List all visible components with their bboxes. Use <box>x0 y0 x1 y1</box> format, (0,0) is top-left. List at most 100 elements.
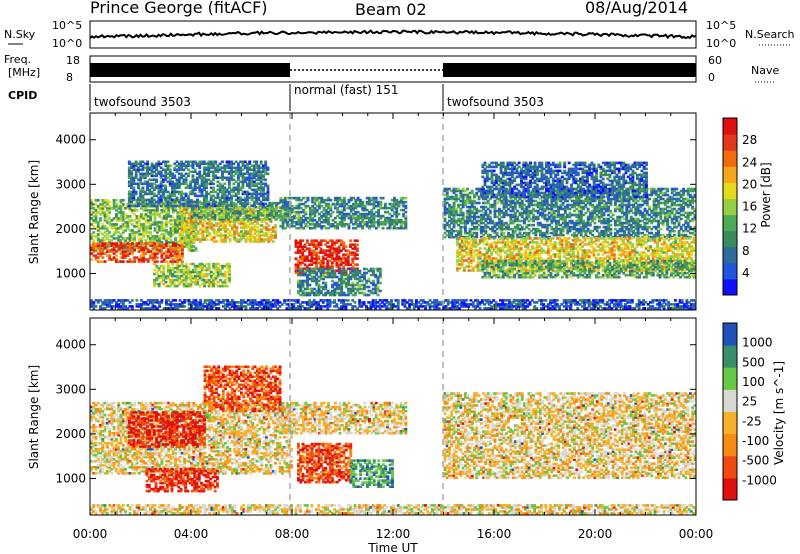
power-cell <box>248 166 252 170</box>
power-cell <box>402 212 405 216</box>
power-cell <box>169 280 172 284</box>
power-cell <box>146 188 149 192</box>
power-cell <box>351 267 355 270</box>
power-cell <box>324 285 328 289</box>
power-cell <box>238 214 242 217</box>
power-cell <box>140 223 143 226</box>
power-cell <box>96 237 100 240</box>
power-cell <box>335 291 339 295</box>
power-cell <box>171 203 175 206</box>
power-cell <box>101 252 105 255</box>
power-cell <box>175 168 179 172</box>
power-cell <box>226 228 230 231</box>
power-cell <box>207 266 211 270</box>
power-cell <box>218 207 222 211</box>
power-cell <box>502 199 506 203</box>
power-cell <box>183 201 187 204</box>
power-cell <box>252 216 256 219</box>
power-cell <box>259 202 263 206</box>
power-cell <box>182 182 186 186</box>
power-cell <box>260 230 264 233</box>
power-cell <box>144 242 148 245</box>
power-cell <box>504 199 508 203</box>
power-cell <box>183 206 187 209</box>
power-cell <box>468 205 472 209</box>
power-cell <box>272 209 276 213</box>
power-cell <box>573 201 576 205</box>
power-cell <box>344 281 348 285</box>
power-cell <box>376 285 380 289</box>
power-cell <box>326 255 330 258</box>
power-cell <box>182 272 186 276</box>
power-cell <box>363 293 366 297</box>
power-cell <box>529 201 533 205</box>
power-cell <box>484 225 488 229</box>
power-cell <box>573 233 576 237</box>
power-cell <box>293 216 296 220</box>
power-cell <box>216 170 220 174</box>
power-cell <box>176 229 180 232</box>
power-cell <box>209 204 213 208</box>
power-cell <box>374 198 378 202</box>
power-cell <box>550 227 554 231</box>
power-cell <box>176 260 180 263</box>
power-cell <box>96 207 100 210</box>
power-cell <box>271 230 275 233</box>
power-cell <box>225 276 229 280</box>
power-cell <box>452 221 456 225</box>
power-cell <box>212 164 215 168</box>
power-cell <box>299 273 303 277</box>
power-cell <box>504 203 508 207</box>
power-cell <box>279 214 283 218</box>
power-cell <box>191 211 194 215</box>
power-cell <box>468 233 472 237</box>
power-cell <box>286 196 290 200</box>
power-cell <box>119 225 123 228</box>
power-cell <box>352 196 355 200</box>
power-cell <box>112 233 116 236</box>
power-cell <box>263 216 267 219</box>
power-cell <box>523 207 526 211</box>
power-cell <box>164 176 168 180</box>
power-cell <box>158 221 162 224</box>
power-cell <box>262 210 266 213</box>
power-cell <box>354 216 358 220</box>
power-cell <box>372 291 375 295</box>
power-cell <box>208 220 212 223</box>
power-cell <box>545 207 549 211</box>
power-cell <box>137 227 141 230</box>
power-cell <box>202 170 206 174</box>
power-cell <box>301 245 305 248</box>
power-cell <box>355 253 359 256</box>
power-cell <box>259 194 263 198</box>
power-cell <box>189 272 193 276</box>
power-cell <box>301 289 305 293</box>
power-cell <box>257 172 261 176</box>
power-cell <box>252 218 256 221</box>
power-cell <box>452 225 456 229</box>
power-cell <box>200 188 204 192</box>
power-cell <box>270 216 274 219</box>
power-cell <box>475 191 479 195</box>
power-cell <box>404 204 408 208</box>
power-cell <box>301 273 305 277</box>
power-cell <box>112 248 116 251</box>
power-cell <box>315 222 319 226</box>
power-cell <box>183 224 187 227</box>
power-cell <box>103 260 107 263</box>
power-cell <box>573 227 576 231</box>
power-cell <box>445 197 449 201</box>
power-cell <box>275 203 278 207</box>
power-cell <box>227 190 231 194</box>
power-cell <box>257 174 261 178</box>
power-cell <box>223 182 227 186</box>
power-cell <box>336 198 340 202</box>
power-cell <box>187 247 191 250</box>
power-cell <box>468 207 472 211</box>
power-cell <box>162 246 166 249</box>
power-cell <box>205 204 208 208</box>
power-cell <box>127 194 131 198</box>
power-cell <box>511 209 515 213</box>
power-cell <box>185 230 189 233</box>
power-cell <box>219 214 223 217</box>
